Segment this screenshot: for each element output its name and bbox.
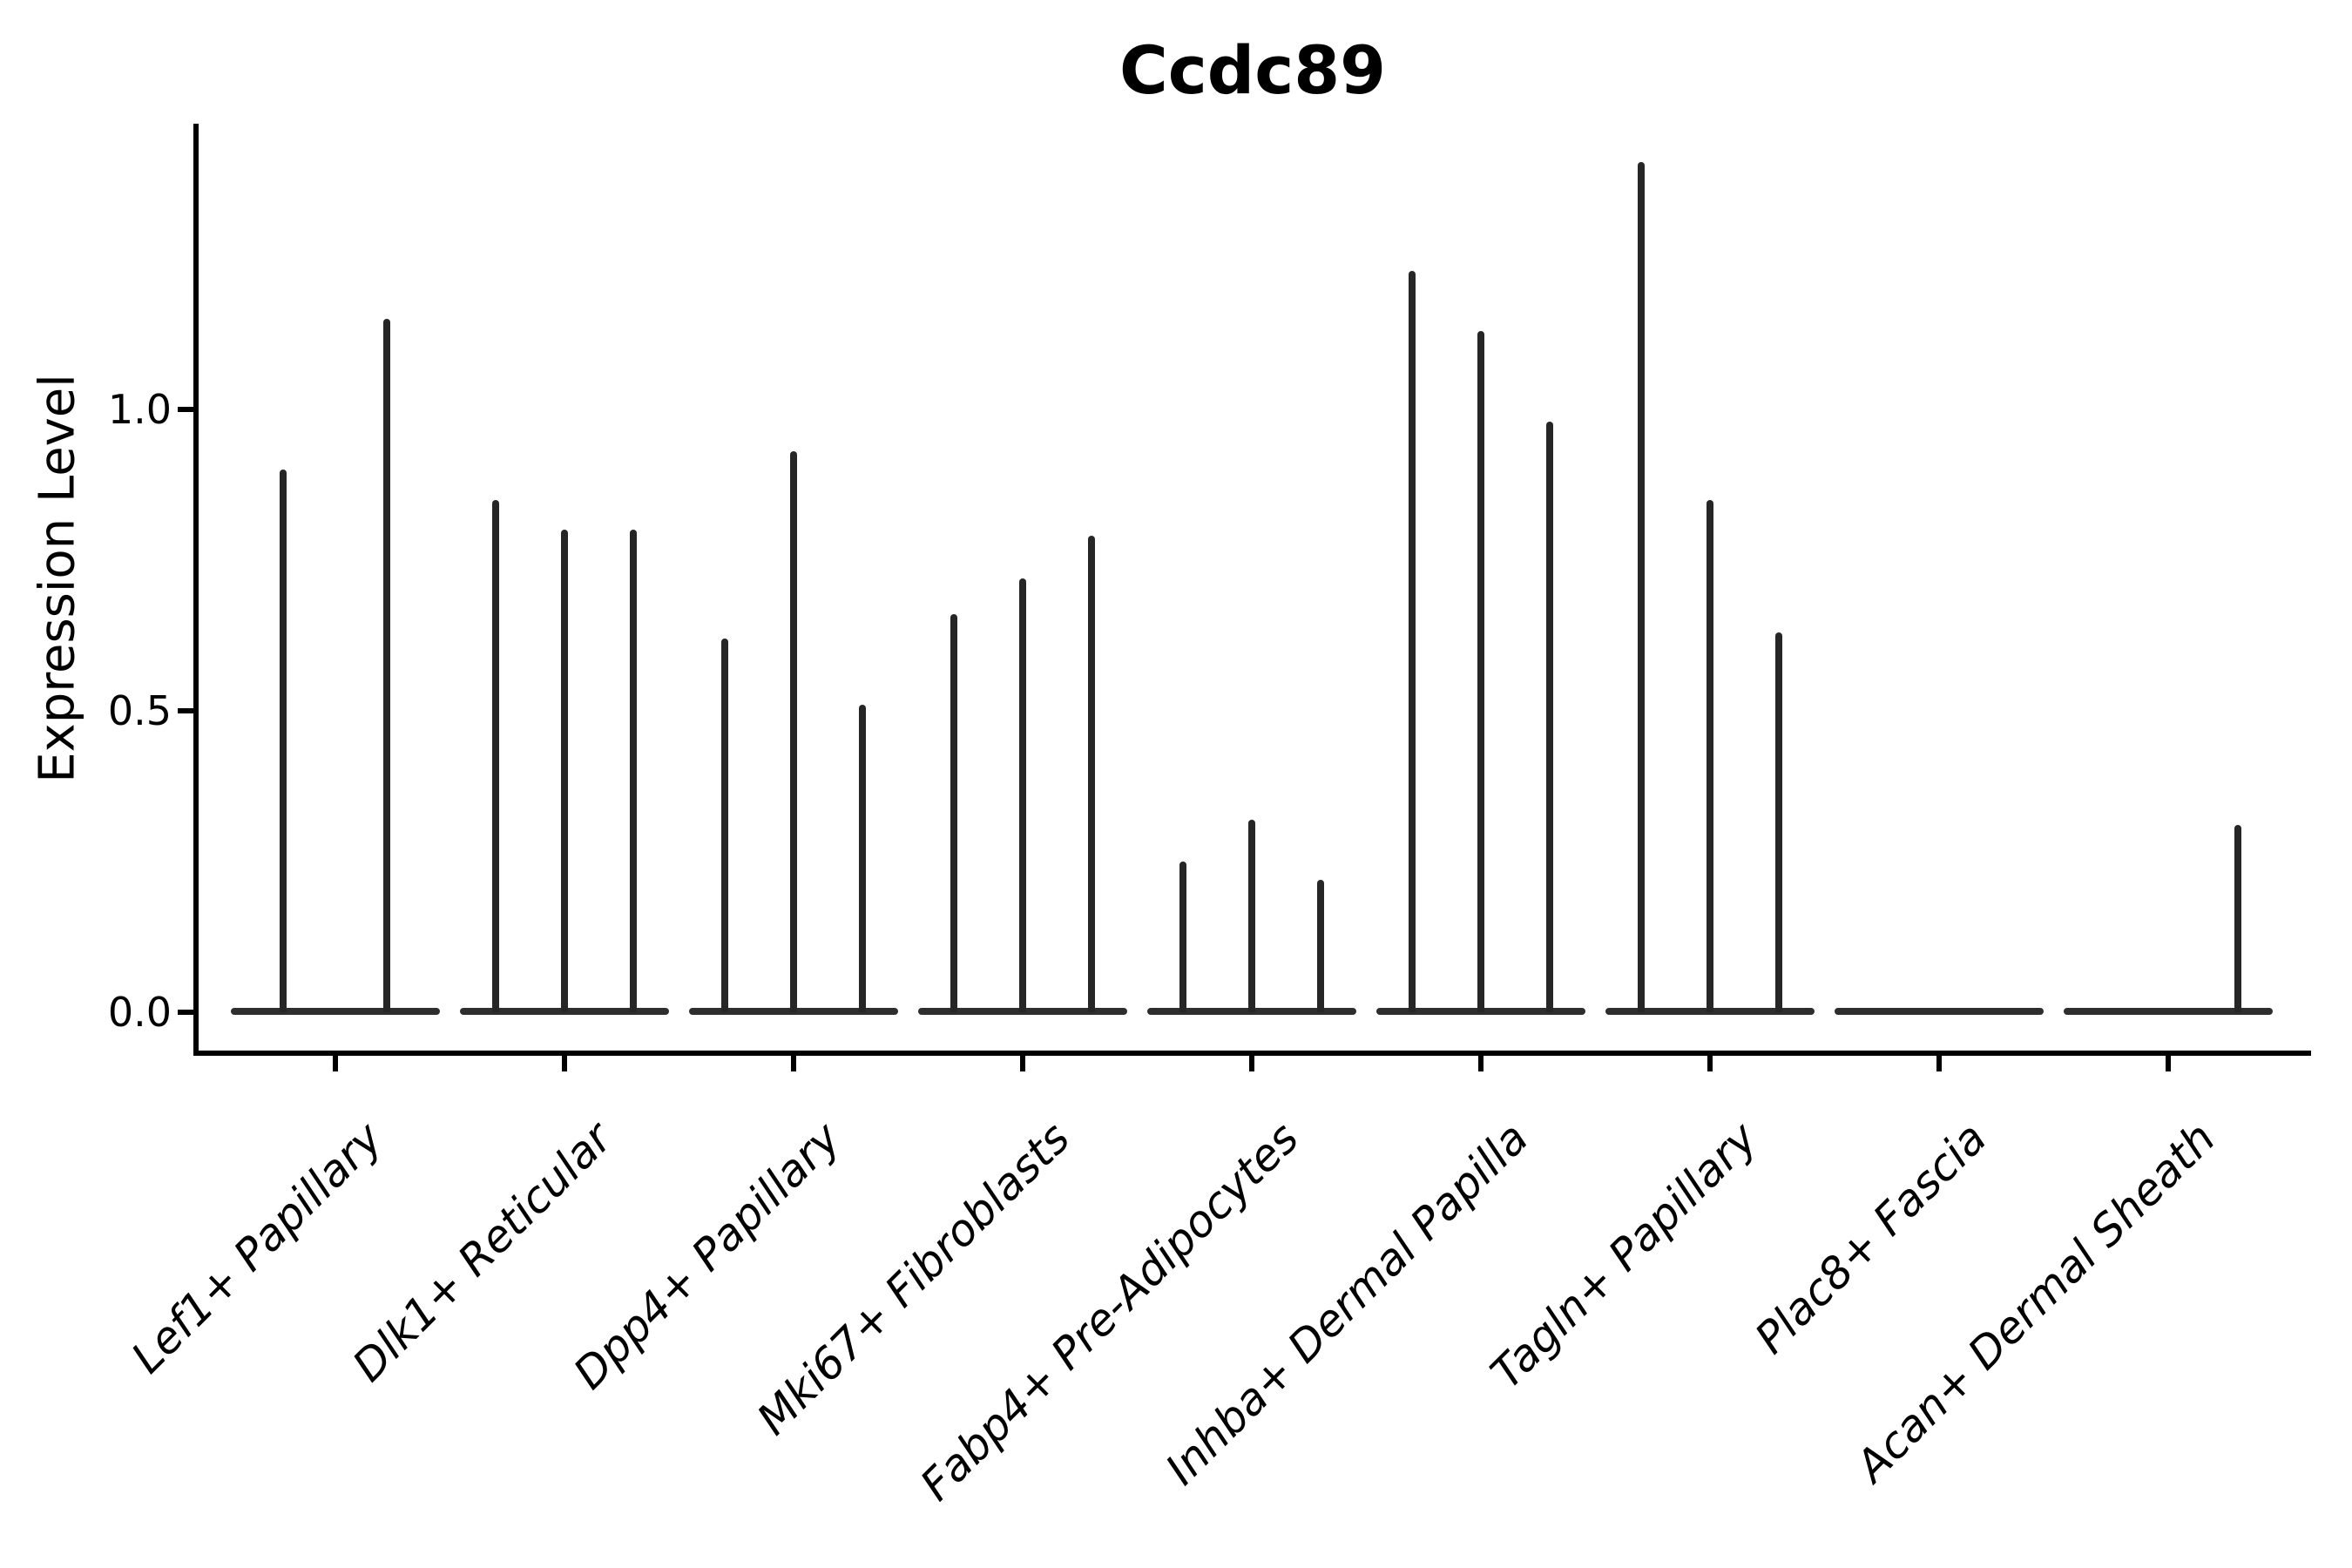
- x-tick: [562, 1056, 567, 1071]
- x-tick: [333, 1056, 338, 1071]
- y-tick-label: 1.0: [107, 386, 172, 433]
- violin-spike: [1409, 270, 1416, 1012]
- y-tick-label: 0.0: [107, 989, 172, 1036]
- violin-spike: [721, 638, 728, 1012]
- x-axis-spine: [193, 1051, 2311, 1056]
- x-tick: [1249, 1056, 1254, 1071]
- y-tick-label: 0.5: [107, 687, 172, 734]
- x-tick: [1707, 1056, 1713, 1071]
- violin-spike: [1019, 578, 1026, 1012]
- violin-spike: [1638, 162, 1645, 1012]
- x-tick: [1478, 1056, 1484, 1071]
- y-axis-spine: [193, 124, 199, 1056]
- x-tick: [791, 1056, 796, 1071]
- violin-spike: [383, 319, 390, 1012]
- violin-spike: [1775, 632, 1782, 1012]
- chart-title: Ccdc89: [1119, 31, 1387, 109]
- violin-body-baseline: [231, 1008, 440, 1015]
- violin-spike: [280, 470, 287, 1012]
- violin-spike: [1477, 331, 1484, 1012]
- violin-body-baseline: [1835, 1008, 2044, 1015]
- x-tick-label: Fabp4+ Pre-Adipocytes: [910, 1112, 1309, 1511]
- y-tick: [178, 1010, 193, 1015]
- violin-spike: [1088, 536, 1095, 1012]
- violin-spike: [1707, 499, 1713, 1012]
- violin-spike: [1179, 862, 1186, 1012]
- violin-spike: [630, 530, 637, 1012]
- violin-spike: [561, 530, 568, 1012]
- violin-spike: [859, 705, 866, 1012]
- x-tick-label: Lef1+ Papillary: [122, 1112, 393, 1383]
- y-tick: [178, 407, 193, 412]
- violin-spike: [1546, 421, 1553, 1012]
- x-tick: [1020, 1056, 1025, 1071]
- violin-spike: [1248, 819, 1255, 1012]
- violin-spike: [1317, 879, 1324, 1012]
- x-tick: [1936, 1056, 1942, 1071]
- violin-spike: [950, 614, 957, 1012]
- violin-spike: [492, 499, 499, 1012]
- violin-body-baseline: [2064, 1008, 2273, 1015]
- x-tick: [2166, 1056, 2171, 1071]
- violin-spike: [2234, 825, 2241, 1012]
- x-tick-label: Plac8+ Fascia: [1745, 1112, 1997, 1364]
- y-tick: [178, 708, 193, 713]
- violin-spike: [790, 451, 797, 1012]
